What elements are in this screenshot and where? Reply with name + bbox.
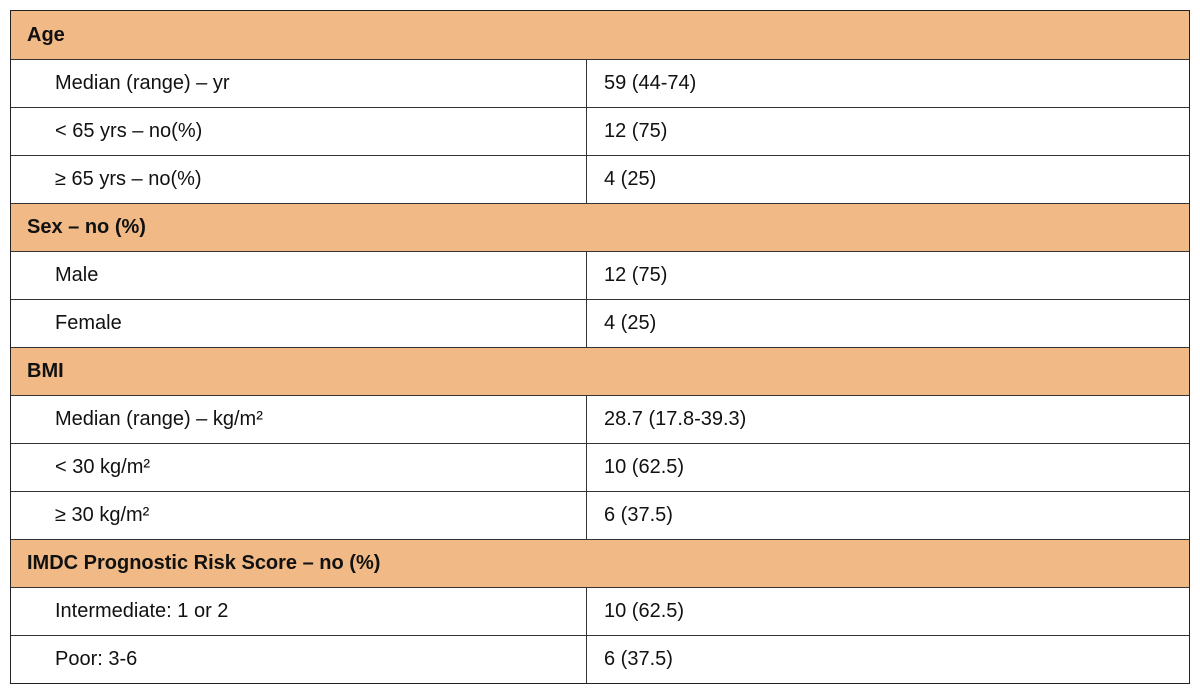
row-value: 28.7 (17.8-39.3) [604,408,747,430]
table-row: ≥ 65 yrs – no(%) 4 (25) [11,155,1189,203]
row-label: ≥ 65 yrs – no(%) [11,156,587,203]
table-row: < 65 yrs – no(%) 12 (75) [11,107,1189,155]
row-label: Median (range) – yr [11,60,587,107]
table: Age Median (range) – yr 59 (44-74) < 65 yrs… [10,10,1190,684]
table-row: Intermediate: 1 or 2 10 (62.5) [11,587,1189,635]
row-value: 6 (37.5) [604,648,673,670]
row-label: Male [11,252,587,299]
table-row: Female 4 (25) [11,299,1189,347]
row-label: < 30 kg/m² [11,444,587,491]
section-header: Sex – no (%) [11,203,1189,251]
table-row: Poor: 3-6 6 (37.5) [11,635,1189,683]
row-value: 4 (25) [604,312,657,334]
row-value: 12 (75) [604,120,668,142]
row-value: 59 (44-74) [604,72,697,94]
row-value: 10 (62.5) [604,456,685,478]
section-header: Age [11,11,1189,59]
row-value: 6 (37.5) [604,504,673,526]
row-label: ≥ 30 kg/m² [11,492,587,539]
table-row: Median (range) – kg/m² 28.7 (17.8-39.3) [11,395,1189,443]
table-row: ≥ 30 kg/m² 6 (37.5) [11,491,1189,539]
row-label: Female [11,300,587,347]
section-header: IMDC Prognostic Risk Score – no (%) [11,539,1189,587]
row-value: 4 (25) [604,168,657,190]
table-row: < 30 kg/m² 10 (62.5) [11,443,1189,491]
section-header: BMI [11,347,1189,395]
table-row: Median (range) – yr 59 (44-74) [11,59,1189,107]
row-label: Poor: 3-6 [11,636,587,683]
row-label: Intermediate: 1 or 2 [11,588,587,635]
row-label: < 65 yrs – no(%) [11,108,587,155]
row-value: 10 (62.5) [604,600,685,622]
row-value: 12 (75) [604,264,668,286]
row-label: Median (range) – kg/m² [11,396,587,443]
table-row: Male 12 (75) [11,251,1189,299]
